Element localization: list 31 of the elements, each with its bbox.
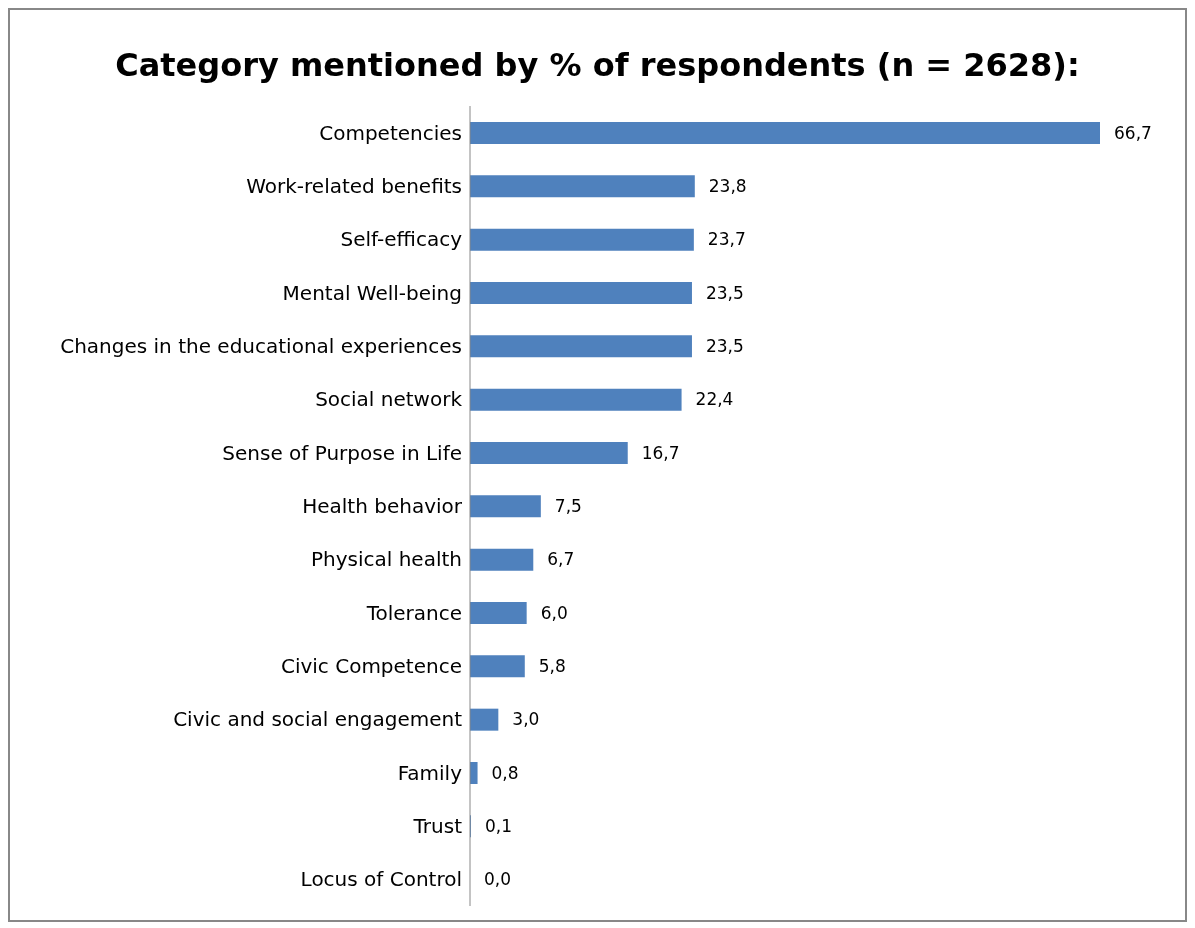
y-tick-label: Physical health — [310, 547, 462, 572]
data-label: 5,8 — [538, 656, 566, 676]
y-tick-label: Trust — [412, 814, 463, 839]
data-label: 6,0 — [540, 602, 568, 623]
y-tick-label: Competencies — [319, 120, 462, 145]
data-label: 0,0 — [484, 869, 512, 890]
y-tick-label: Civic Competence — [280, 654, 462, 679]
y-tick-label: Tolerance — [365, 600, 462, 625]
chart-title: Category mentioned by % of respondents (n = 2628): — [114, 45, 1081, 86]
data-label: 7,5 — [554, 496, 582, 516]
y-tick-label: Social network — [315, 387, 463, 412]
data-label: 23,5 — [705, 336, 744, 356]
data-label: 22,4 — [695, 389, 734, 410]
y-tick-label: Sense of Purpose in Life — [222, 440, 462, 465]
y-tick-label: Work-related benefits — [246, 174, 462, 199]
data-label: 16,7 — [641, 442, 680, 463]
data-label: 6,7 — [547, 549, 575, 570]
data-label: 0,1 — [484, 816, 512, 836]
y-tick-label: Health behavior — [302, 494, 463, 519]
y-tick-label: Civic and social engagement — [173, 707, 463, 732]
data-label: 66,7 — [1114, 122, 1152, 143]
data-label: 3,0 — [512, 709, 540, 730]
y-tick-label: Family — [397, 760, 463, 785]
data-label: 0,8 — [491, 762, 519, 783]
y-tick-label: Mental Well-being — [282, 280, 462, 305]
data-label: 23,8 — [708, 176, 747, 196]
data-label: 23,5 — [705, 282, 744, 303]
y-tick-label: Locus of Control — [300, 867, 462, 892]
y-tick-label: Changes in the educational experiences — [60, 334, 462, 359]
y-tick-label: Self-efficacy — [340, 227, 463, 252]
data-label: 23,7 — [707, 229, 746, 250]
